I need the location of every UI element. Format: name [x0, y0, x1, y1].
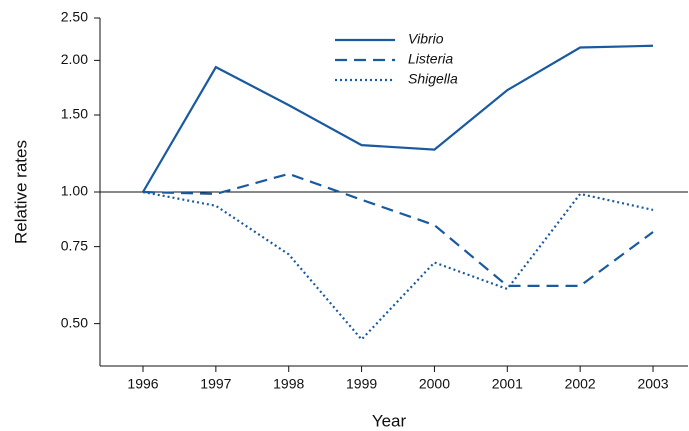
y-tick-label: 0.50 [61, 314, 88, 330]
legend-label: Listeria [408, 51, 453, 67]
x-tick-label: 2003 [637, 376, 668, 392]
legend-label: Vibrio [408, 31, 444, 47]
y-axis-label: Relative rates [11, 140, 30, 244]
x-tick-label: 2000 [419, 376, 450, 392]
x-tick-label: 1999 [346, 376, 377, 392]
x-tick-label: 1996 [127, 376, 158, 392]
series-line [142, 172, 654, 287]
x-tick-label: 1998 [273, 376, 304, 392]
y-tick-label: 0.75 [61, 237, 88, 253]
series-line [142, 190, 654, 342]
legend-label: Shigella [408, 71, 458, 87]
series-line [142, 44, 654, 193]
y-tick-label: 1.00 [61, 183, 88, 199]
x-tick-label: 2001 [492, 376, 523, 392]
y-tick-label: 2.00 [61, 51, 88, 67]
y-tick-label: 1.50 [61, 106, 88, 122]
x-axis-label: Year [372, 411, 407, 430]
x-tick-label: 2002 [565, 376, 596, 392]
y-tick-label: 2.50 [61, 9, 88, 25]
x-tick-label: 1997 [200, 376, 231, 392]
